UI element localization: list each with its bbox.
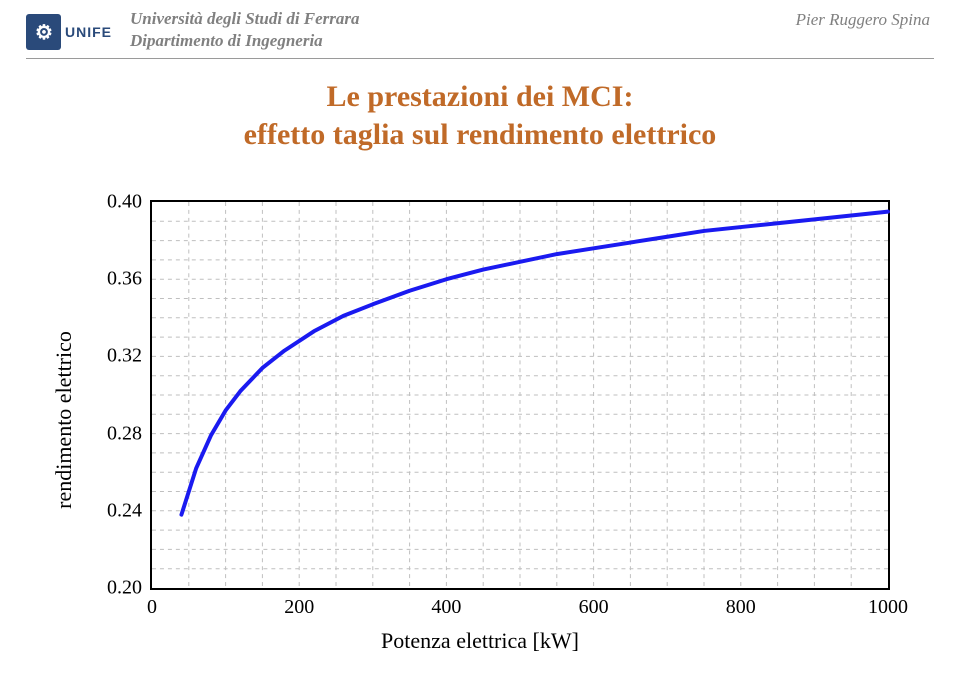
y-tick: 0.40 [107,191,152,214]
x-tick: 1000 [868,588,908,619]
y-tick: 0.20 [107,577,152,600]
author-name: Pier Ruggero Spina [796,10,930,30]
y-axis-label: rendimento elettrico [51,331,77,509]
slide-title: Le prestazioni dei MCI: effetto taglia s… [0,78,960,154]
university-block: Università degli Studi di Ferrara Dipart… [130,8,360,52]
department-name: Dipartimento di Ingegneria [130,30,360,52]
title-line-2: effetto taglia sul rendimento elettrico [0,116,960,154]
x-tick: 600 [579,588,609,619]
logo-text: UNIFE [65,24,112,40]
y-tick: 0.36 [107,268,152,291]
plot-area: 0.200.240.280.320.360.400200400600800100… [150,200,890,590]
chart-container: rendimento elettrico 0.200.240.280.320.3… [60,190,900,650]
y-tick: 0.32 [107,345,152,368]
university-logo: ⚙ UNIFE [26,12,112,52]
header-rule [26,58,934,59]
x-tick: 800 [726,588,756,619]
x-tick: 200 [284,588,314,619]
y-tick: 0.24 [107,499,152,522]
x-axis-label: Potenza elettrica [kW] [60,628,900,654]
y-tick: 0.28 [107,422,152,445]
x-tick: 0 [147,588,157,619]
data-curve [152,202,888,588]
slide-header: ⚙ UNIFE Università degli Studi di Ferrar… [0,0,960,66]
title-line-1: Le prestazioni dei MCI: [0,78,960,116]
x-tick: 400 [431,588,461,619]
logo-mark: ⚙ [26,14,61,50]
university-name: Università degli Studi di Ferrara [130,8,360,30]
